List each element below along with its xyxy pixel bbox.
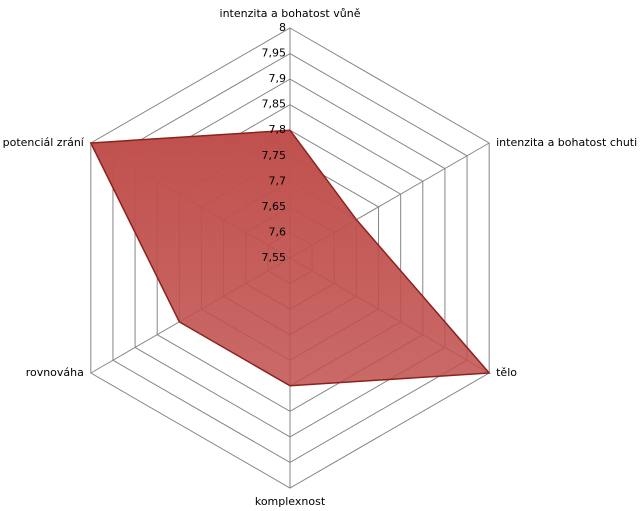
tick-label: 7,65 xyxy=(262,200,287,213)
tick-label: 7,7 xyxy=(269,174,287,187)
category-label: potenciál zrání xyxy=(3,136,85,149)
tick-label: 7,85 xyxy=(262,98,287,111)
tick-label: 7,8 xyxy=(269,123,287,136)
category-label: intenzita a bohatost vůně xyxy=(220,7,361,20)
category-label: rovnováha xyxy=(26,366,84,379)
tick-label: 7,6 xyxy=(269,225,287,238)
category-label: intenzita a bohatost chuti xyxy=(496,136,637,149)
tick-label: 8 xyxy=(279,21,286,34)
category-label: komplexnost xyxy=(255,495,326,508)
data-area xyxy=(89,129,491,387)
tick-label: 7,75 xyxy=(262,149,287,162)
tick-label: 7,9 xyxy=(269,72,287,85)
tick-label: 7,55 xyxy=(262,251,287,264)
tick-label: 7,95 xyxy=(262,47,287,60)
category-label: tělo xyxy=(496,366,517,379)
